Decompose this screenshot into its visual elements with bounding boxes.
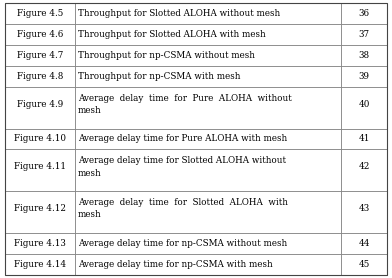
Text: Figure 4.6: Figure 4.6 <box>17 30 63 39</box>
Bar <box>76 191 341 233</box>
Bar <box>5 150 76 191</box>
Text: Throughput for np-CSMA without mesh: Throughput for np-CSMA without mesh <box>78 51 255 60</box>
Bar <box>76 233 341 254</box>
Bar <box>341 233 387 254</box>
Text: 41: 41 <box>359 135 370 143</box>
Text: Figure 4.8: Figure 4.8 <box>17 72 63 81</box>
Text: Figure 4.11: Figure 4.11 <box>14 162 66 172</box>
Text: Average  delay  time  for  Slotted  ALOHA  with
mesh: Average delay time for Slotted ALOHA wit… <box>78 198 288 219</box>
Bar <box>341 128 387 150</box>
Bar <box>76 150 341 191</box>
Bar <box>5 233 76 254</box>
Text: Figure 4.14: Figure 4.14 <box>14 260 66 269</box>
Text: 43: 43 <box>359 204 370 213</box>
Bar <box>5 66 76 87</box>
Bar <box>76 66 341 87</box>
Text: 45: 45 <box>359 260 370 269</box>
Bar <box>76 87 341 128</box>
Text: Average delay time for np-CSMA with mesh: Average delay time for np-CSMA with mesh <box>78 260 272 269</box>
Bar <box>341 150 387 191</box>
Bar <box>76 128 341 150</box>
Bar <box>341 66 387 87</box>
Bar <box>341 191 387 233</box>
Bar <box>341 87 387 128</box>
Text: Throughput for np-CSMA with mesh: Throughput for np-CSMA with mesh <box>78 72 240 81</box>
Bar <box>76 3 341 24</box>
Text: 44: 44 <box>359 239 370 248</box>
Text: Figure 4.13: Figure 4.13 <box>14 239 66 248</box>
Bar <box>341 45 387 66</box>
Bar <box>5 87 76 128</box>
Text: 42: 42 <box>359 162 370 172</box>
Text: 39: 39 <box>359 72 370 81</box>
Bar <box>5 24 76 45</box>
Bar <box>76 24 341 45</box>
Bar <box>5 3 76 24</box>
Text: Throughput for Slotted ALOHA without mesh: Throughput for Slotted ALOHA without mes… <box>78 9 280 18</box>
Text: 36: 36 <box>359 9 370 18</box>
Bar <box>341 24 387 45</box>
Bar <box>341 254 387 275</box>
Text: 40: 40 <box>359 100 370 109</box>
Bar <box>76 254 341 275</box>
Text: Figure 4.10: Figure 4.10 <box>14 135 66 143</box>
Text: 37: 37 <box>359 30 370 39</box>
Text: Figure 4.12: Figure 4.12 <box>14 204 66 213</box>
Text: Figure 4.7: Figure 4.7 <box>17 51 63 60</box>
Text: Throughput for Slotted ALOHA with mesh: Throughput for Slotted ALOHA with mesh <box>78 30 266 39</box>
Text: Average  delay  time  for  Pure  ALOHA  without
mesh: Average delay time for Pure ALOHA withou… <box>78 94 292 115</box>
Bar <box>5 254 76 275</box>
Text: Average delay time for np-CSMA without mesh: Average delay time for np-CSMA without m… <box>78 239 287 248</box>
Text: Figure 4.5: Figure 4.5 <box>17 9 63 18</box>
Bar <box>341 3 387 24</box>
Text: Average delay time for Pure ALOHA with mesh: Average delay time for Pure ALOHA with m… <box>78 135 287 143</box>
Bar <box>5 128 76 150</box>
Bar <box>76 45 341 66</box>
Bar <box>5 45 76 66</box>
Text: 38: 38 <box>359 51 370 60</box>
Text: Figure 4.9: Figure 4.9 <box>17 100 63 109</box>
Text: Average delay time for Slotted ALOHA without
mesh: Average delay time for Slotted ALOHA wit… <box>78 156 286 178</box>
Bar <box>5 191 76 233</box>
